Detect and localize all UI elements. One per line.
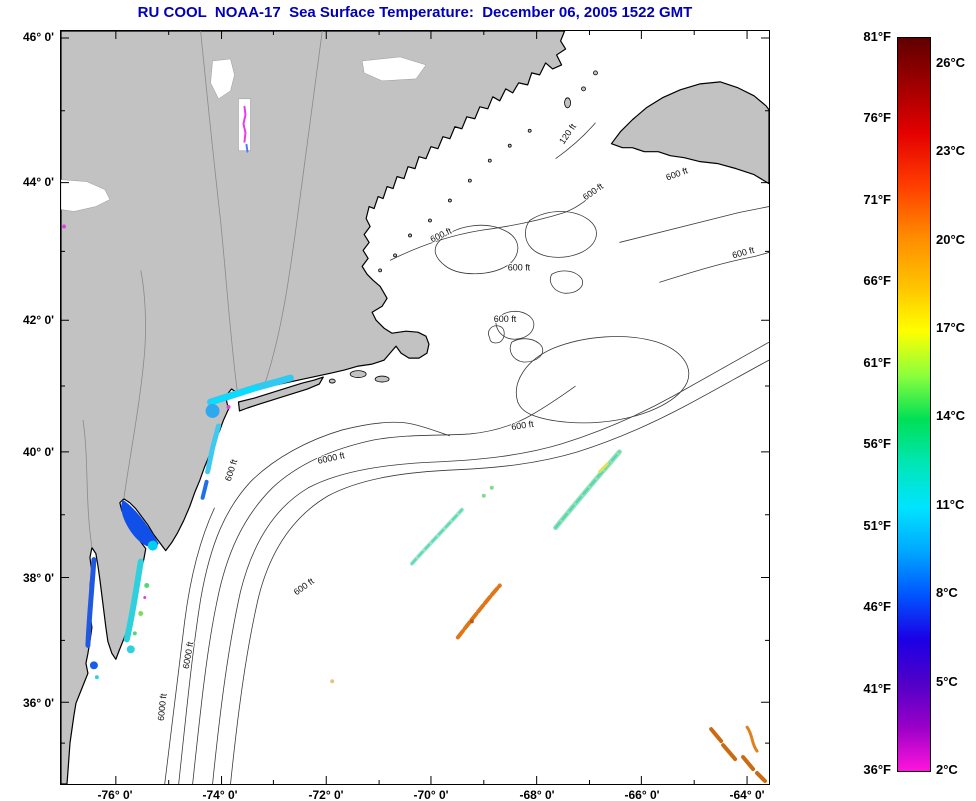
sst-speck <box>144 583 150 589</box>
colorbar-f-label: 56°F <box>863 436 891 451</box>
sst-li-sound-core <box>210 386 259 405</box>
colorbar-c-label: 8°C <box>936 585 958 600</box>
colorbar-f-label: 71°F <box>863 192 891 207</box>
colorbar-f-label: 46°F <box>863 599 891 614</box>
colorbar-f-label: 76°F <box>863 110 891 125</box>
lake-ontario <box>60 179 111 212</box>
sst-artifact-magenta <box>242 105 247 143</box>
mainland <box>60 30 567 785</box>
colorbar-gradient <box>897 37 931 772</box>
contour-label: 6000 ft <box>156 693 169 722</box>
rivers <box>82 30 323 548</box>
colorbar-c-label: 14°C <box>936 408 966 423</box>
sst-speck <box>94 675 99 680</box>
contour-label: 600 ft <box>665 165 690 182</box>
y-tick-label: 46° 0' <box>22 30 54 44</box>
colorbar-c-label: 26°C <box>936 55 966 70</box>
colorbar-f-label: 66°F <box>863 273 891 288</box>
y-tick-label: 44° 0' <box>22 175 54 189</box>
sst-speck <box>597 462 609 474</box>
y-tick-label: 42° 0' <box>22 313 54 327</box>
sst-patches <box>61 105 768 784</box>
contour-label: 600 ft <box>508 262 531 272</box>
colorbar-f-label: 51°F <box>863 518 891 533</box>
sst-speck <box>143 595 147 599</box>
land-group <box>60 30 770 785</box>
y-tick-label: 36° 0' <box>22 696 54 710</box>
bathymetry-contours <box>164 122 770 785</box>
sst-speck <box>132 631 137 636</box>
contour-label: 600 ft <box>494 314 517 324</box>
x-tick-label: -64° 0' <box>729 788 765 801</box>
contour-label: 600 ft <box>223 458 240 483</box>
land-white-patches <box>60 56 427 212</box>
sst-speck <box>126 645 135 654</box>
contour-label: 600 ft <box>429 225 454 244</box>
x-tick-label: -72° 0' <box>308 788 344 801</box>
sst-warm-streak <box>455 583 502 640</box>
colorbar-c-label: 17°C <box>936 320 966 335</box>
colorbar-c-label: 23°C <box>936 143 966 158</box>
cloud-patch <box>210 58 235 100</box>
figure-title: RU COOL NOAA-17 Sea Surface Temperature:… <box>137 4 693 21</box>
colorbar-f-label: 36°F <box>863 762 891 777</box>
x-tick-label: -68° 0' <box>519 788 555 801</box>
coastal-islands <box>328 70 598 384</box>
sst-del-mouth <box>147 540 158 551</box>
contour-label: 600 ft <box>581 181 606 202</box>
sst-warm-corner <box>709 725 768 784</box>
sst-speck <box>226 405 231 409</box>
contour-label: 6000 ft <box>317 450 346 466</box>
sst-speck <box>481 493 486 498</box>
sst-speck <box>138 610 144 616</box>
contour-label: 600 ft <box>511 419 535 432</box>
sst-speck <box>61 224 66 229</box>
sst-speck <box>330 679 335 684</box>
x-tick-label: -76° 0' <box>97 788 133 801</box>
y-tick-label: 38° 0' <box>22 571 54 585</box>
cloud-patch <box>361 56 427 82</box>
sst-nj-coast <box>205 423 222 475</box>
colorbar-f-label: 81°F <box>863 29 891 44</box>
axis-ticks <box>61 31 769 784</box>
sst-artifact-blue <box>245 143 249 153</box>
map-svg: 600 ft 6000 ft 6000 ft 600 ft 6000 ft 60… <box>60 30 770 785</box>
contour-label: 120 ft <box>557 121 578 146</box>
x-tick-label: -66° 0' <box>624 788 660 801</box>
sst-offshore-streak <box>411 508 463 565</box>
colorbar-f-label: 41°F <box>863 681 891 696</box>
sst-speck <box>489 485 494 490</box>
sst-nj-coast-blue <box>200 479 209 500</box>
sst-offshore-streak <box>554 450 621 529</box>
sst-ches-mouth <box>89 661 98 670</box>
sst-ny-bight <box>205 404 220 418</box>
nova-scotia <box>610 81 770 185</box>
x-tick-label: -74° 0' <box>202 788 238 801</box>
map-frame: 600 ft 6000 ft 6000 ft 600 ft 6000 ft 60… <box>60 30 770 785</box>
y-tick-label: 40° 0' <box>22 445 54 459</box>
colorbar-f-label: 61°F <box>863 355 891 370</box>
sst-speck <box>469 619 474 624</box>
long-island <box>237 376 324 412</box>
x-tick-label: -70° 0' <box>413 788 449 801</box>
colorbar-c-label: 11°C <box>936 497 965 512</box>
colorbar-c-label: 5°C <box>936 674 958 689</box>
sst-delaware-bay <box>121 499 159 548</box>
contour-label: 600 ft <box>292 576 317 597</box>
sst-de-coast <box>123 558 144 643</box>
contour-label: 600 ft <box>731 245 756 261</box>
colorbar-c-label: 2°C <box>936 762 958 777</box>
colorbar-c-label: 20°C <box>936 232 966 247</box>
sst-chesapeake <box>85 557 97 648</box>
